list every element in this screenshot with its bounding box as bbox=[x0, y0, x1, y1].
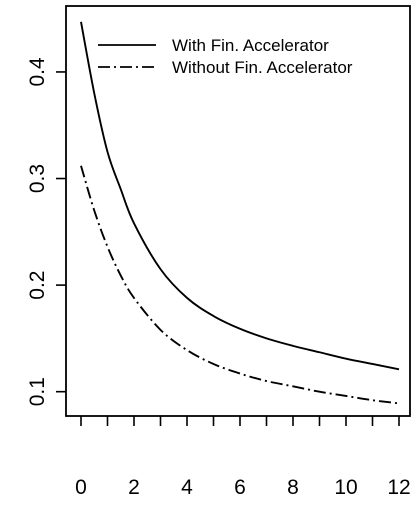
x-tick-label: 2 bbox=[128, 476, 140, 499]
series-layer bbox=[80, 21, 400, 405]
series-line-with-fin-accelerator bbox=[80, 21, 400, 371]
y-tick-label: 0.2 bbox=[26, 271, 49, 300]
plot-frame bbox=[65, 5, 411, 417]
x-tick-label: 0 bbox=[75, 476, 87, 499]
x-tick-label: 12 bbox=[387, 476, 410, 499]
y-tick-label: 0.3 bbox=[26, 164, 49, 193]
x-axis: 0 2 4 6 8 10 12 bbox=[75, 416, 411, 499]
x-tick-label: 6 bbox=[234, 476, 246, 499]
y-tick-label: 0.4 bbox=[26, 57, 49, 87]
x-tick-label: 10 bbox=[334, 476, 357, 499]
y-tick-label: 0.1 bbox=[26, 377, 49, 406]
y-axis: 0.1 0.2 0.3 0.4 bbox=[26, 57, 66, 406]
series-line-without-fin-accelerator bbox=[80, 165, 400, 405]
legend: With Fin. Accelerator Without Fin. Accel… bbox=[98, 36, 353, 77]
x-tick-label: 4 bbox=[181, 476, 193, 499]
legend-label-without-fin-accelerator: Without Fin. Accelerator bbox=[172, 58, 353, 77]
legend-label-with-fin-accelerator: With Fin. Accelerator bbox=[172, 36, 329, 55]
x-tick-label: 8 bbox=[287, 476, 299, 499]
